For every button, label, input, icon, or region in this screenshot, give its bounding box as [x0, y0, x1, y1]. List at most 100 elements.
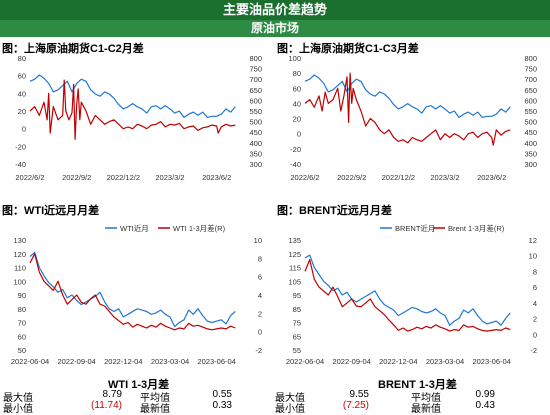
- chart-title-p1: 图：上海原油期货C1-C2月差: [2, 43, 144, 55]
- y-right-tick-label: 2: [258, 309, 262, 318]
- y-left-tick-label: 80: [18, 54, 26, 63]
- y-right-tick-label: 500: [249, 118, 262, 127]
- y-left-tick-label: 65: [293, 332, 301, 341]
- series-line-a: [304, 254, 511, 326]
- y-left-tick-label: 125: [288, 250, 301, 259]
- y-left-tick-label: 95: [293, 291, 301, 300]
- series-line-b: [304, 72, 511, 146]
- x-tick-label: 2022-09-04: [57, 357, 95, 366]
- y-right-tick-label: 450: [249, 128, 262, 137]
- series-line-b: [29, 79, 236, 140]
- x-tick-label: 2022/9/2: [337, 173, 366, 182]
- stat-min: (11.74): [91, 400, 122, 411]
- x-tick-label: 2022-06-04: [286, 357, 324, 366]
- series-line-b: [29, 253, 236, 331]
- chart-title-p3: 图：WTI近远月月差: [2, 205, 100, 217]
- y-right-tick-label: 12: [529, 236, 537, 245]
- y-left-tick-label: 70: [18, 319, 26, 328]
- x-tick-label: 2022-06-04: [11, 357, 49, 366]
- x-tick-label: 2022/12/2: [382, 173, 415, 182]
- y-right-tick-label: 350: [249, 149, 262, 158]
- y-right-tick-label: 550: [524, 107, 537, 116]
- y-right-tick-label: 550: [249, 107, 262, 116]
- x-tick-label: 2022/6/2: [15, 173, 44, 182]
- y-left-tick-label: 130: [13, 236, 26, 245]
- y-left-tick-label: 115: [289, 264, 301, 273]
- stat-label: 最小值: [3, 404, 33, 415]
- y-right-tick-label: -2: [530, 346, 537, 355]
- y-left-tick-label: 110: [14, 264, 26, 273]
- chart-title-p4: 图：BRENT近远月月差: [277, 205, 392, 217]
- y-left-tick-label: -20: [15, 142, 26, 151]
- y-right-tick-label: 0: [533, 330, 537, 339]
- y-left-tick-label: 100: [288, 54, 301, 63]
- y-right-tick-label: 700: [249, 75, 262, 84]
- y-right-tick-label: 4: [258, 291, 262, 300]
- y-right-tick-label: 10: [254, 236, 262, 245]
- stat-label: 最新值: [411, 404, 441, 415]
- stat-label: 最大值: [3, 393, 33, 404]
- y-right-tick-label: 400: [249, 139, 262, 148]
- y-right-tick-label: 8: [533, 267, 537, 276]
- y-right-tick-label: 750: [524, 65, 537, 74]
- chart-title-p2: 图：上海原油期货C1-C3月差: [277, 43, 419, 55]
- y-left-tick-label: 40: [18, 89, 26, 98]
- stat-latest: 0.43: [475, 400, 495, 411]
- y-left-tick-label: 80: [293, 69, 301, 78]
- y-left-tick-label: -40: [15, 160, 26, 169]
- y-right-tick-label: 6: [533, 283, 537, 292]
- x-tick-label: 2023/3/2: [430, 173, 459, 182]
- y-right-tick-label: 2: [533, 315, 537, 324]
- series-line-a: [29, 74, 236, 118]
- y-left-tick-label: 40: [293, 99, 301, 108]
- stat-avg: 0.55: [212, 389, 232, 400]
- y-left-tick-label: 55: [293, 346, 301, 355]
- y-right-tick-label: 6: [258, 273, 262, 282]
- y-right-tick-label: 4: [533, 299, 537, 308]
- stat-max: 9.55: [349, 389, 369, 400]
- y-left-tick-label: 105: [288, 277, 301, 286]
- x-tick-label: 2022/12/2: [107, 173, 140, 182]
- y-left-tick-label: 60: [18, 332, 26, 341]
- x-tick-label: 2022/6/2: [290, 173, 319, 182]
- y-left-tick-label: 20: [293, 115, 301, 124]
- stat-max: 8.79: [102, 389, 122, 400]
- y-left-tick-label: 0: [297, 130, 301, 139]
- x-tick-label: 2023-06-04: [197, 357, 235, 366]
- y-right-tick-label: 600: [524, 96, 537, 105]
- stat-label: 最新值: [140, 404, 170, 415]
- y-left-tick-label: 80: [18, 305, 26, 314]
- stat-label: 平均值: [140, 393, 170, 404]
- page-title: 主要油品价差趋势: [0, 0, 550, 20]
- stats-title-brent: BRENT 1-3月差: [378, 379, 457, 391]
- y-right-tick-label: 8: [258, 254, 262, 263]
- y-left-tick-label: 0: [22, 125, 26, 134]
- y-left-tick-label: 60: [18, 72, 26, 81]
- y-left-tick-label: 50: [18, 346, 26, 355]
- y-left-tick-label: 75: [293, 319, 301, 328]
- x-tick-label: 2023/6/2: [477, 173, 506, 182]
- y-right-tick-label: 0: [258, 328, 262, 337]
- stat-label: 最大值: [275, 393, 305, 404]
- series-line-a: [29, 251, 236, 328]
- legend-label: Brent 1-3月差(R): [448, 223, 505, 233]
- stats-wti: 最大值 8.79 平均值 0.55 最小值 (11.74) 最新值 0.33: [0, 389, 275, 415]
- page-subtitle: 原油市场: [0, 20, 550, 37]
- y-right-tick-label: 650: [249, 86, 262, 95]
- x-tick-label: 2022/9/2: [62, 173, 91, 182]
- x-tick-label: 2023-06-04: [472, 357, 510, 366]
- y-right-tick-label: 800: [524, 54, 537, 63]
- y-right-tick-label: 650: [524, 86, 537, 95]
- y-left-tick-label: 135: [288, 236, 301, 245]
- y-right-tick-label: 350: [524, 149, 537, 158]
- y-right-tick-label: 600: [249, 96, 262, 105]
- x-tick-label: 2022-09-04: [332, 357, 370, 366]
- y-right-tick-label: 800: [249, 54, 262, 63]
- y-left-tick-label: 85: [293, 305, 301, 314]
- legend-label: WTI近月: [120, 223, 149, 233]
- y-left-tick-label: 60: [293, 84, 301, 93]
- y-right-tick-label: 400: [524, 139, 537, 148]
- series-line-b: [304, 259, 511, 332]
- y-left-tick-label: 20: [18, 107, 26, 116]
- chart-p4: 55 65 75 85 95 105 115 125 135 -2 0 2 4 6 8 10 12 2022-06…: [286, 223, 537, 366]
